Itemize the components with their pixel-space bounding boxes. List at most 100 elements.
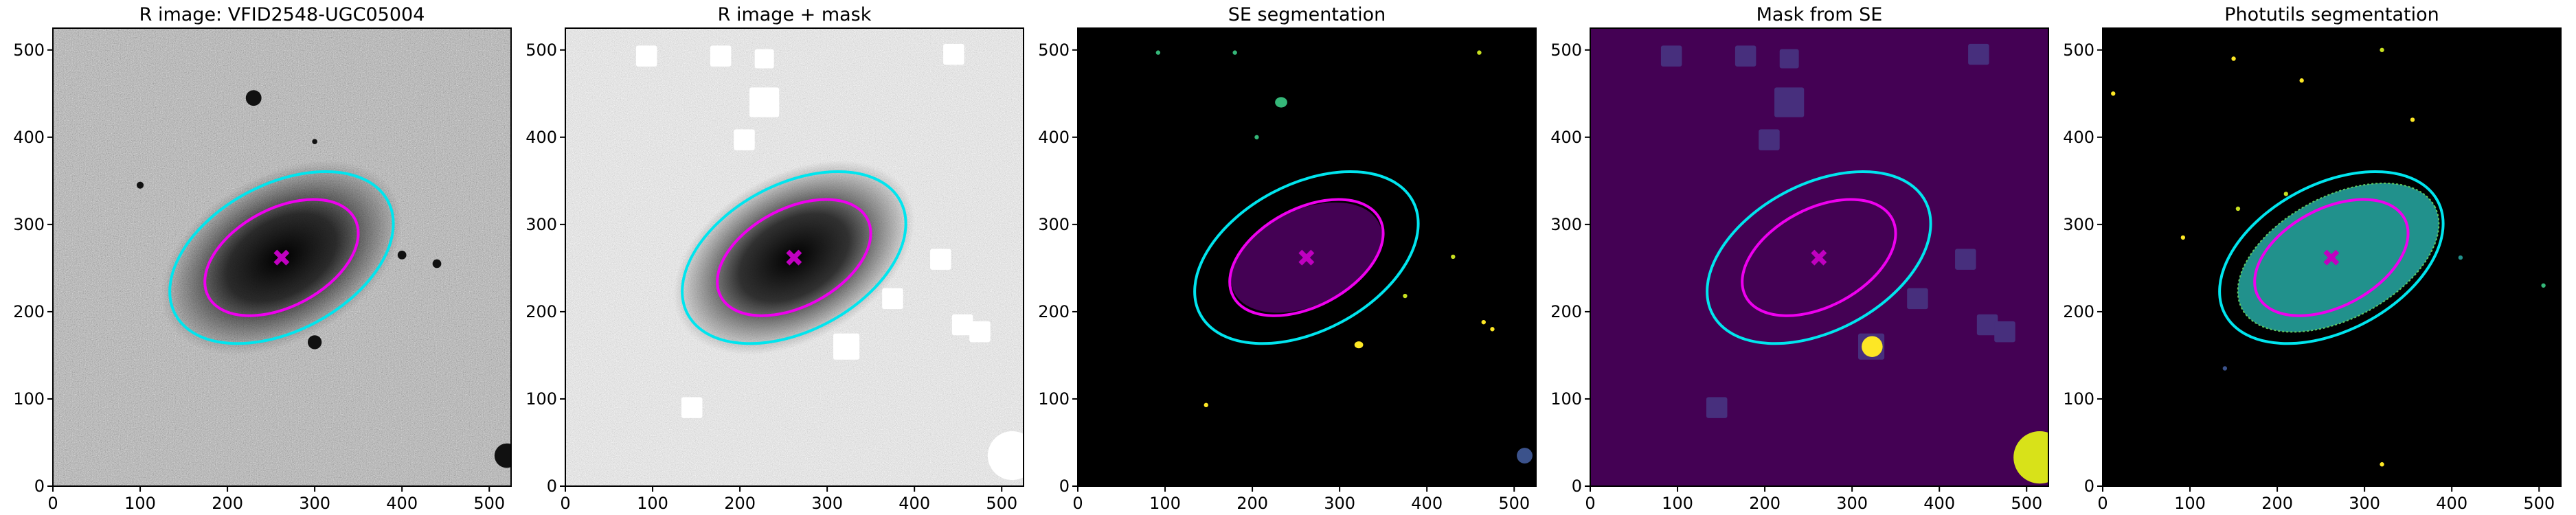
- x-tick-label: 200: [1236, 494, 1268, 513]
- x-tick-label: 500: [2523, 494, 2555, 513]
- mask-square: [1968, 43, 1989, 65]
- segment: [2299, 78, 2304, 83]
- outer-aperture: [2218, 170, 2445, 345]
- x-tick-label: 100: [124, 494, 156, 513]
- outer-aperture: [1706, 170, 1932, 345]
- y-tick-label: 0: [1059, 477, 1070, 496]
- segment: [2180, 235, 2186, 240]
- mask-square: [1955, 249, 1976, 270]
- segment: [1490, 327, 1495, 332]
- x-tick-label: 400: [1411, 494, 1443, 513]
- x-tick-label: 0: [560, 494, 570, 513]
- axes-frame: [1077, 27, 1537, 487]
- panel-title: R image: VFID2548-UGC05004: [139, 4, 425, 25]
- mask-square: [1907, 288, 1928, 310]
- mask-square: [710, 45, 732, 67]
- outer-aperture: [1193, 170, 1420, 345]
- center-marker: [1811, 249, 1827, 266]
- mask-square: [930, 249, 951, 270]
- segment: [2380, 462, 2384, 467]
- y-tick-label: 400: [2063, 128, 2094, 147]
- axes-frame: [565, 27, 1024, 487]
- mask-square: [833, 333, 860, 360]
- inner-aperture: [2253, 198, 2410, 317]
- y-tick-label: 500: [13, 41, 45, 60]
- mask-circle: [1862, 336, 1883, 357]
- center-marker: [273, 249, 290, 266]
- x-tick-label: 300: [1324, 494, 1355, 513]
- mask-square: [1660, 45, 1682, 67]
- mask-square: [681, 397, 703, 418]
- segment: [2222, 366, 2228, 371]
- segment: [1403, 293, 1408, 299]
- panel: [1590, 28, 2048, 486]
- inner-aperture: [203, 198, 360, 317]
- segment: [2541, 283, 2546, 288]
- panel-title: Mask from SE: [1756, 4, 1883, 25]
- segment: [1204, 402, 1208, 408]
- mask-square: [1735, 45, 1756, 67]
- star: [312, 139, 317, 144]
- y-tick-label: 100: [526, 389, 557, 409]
- inner-aperture: [716, 198, 872, 317]
- outer-aperture: [168, 170, 395, 345]
- x-tick-label: 500: [1498, 494, 1530, 513]
- x-tick-label: 300: [2349, 494, 2380, 513]
- axes-frame: [2102, 27, 2562, 487]
- x-tick-label: 100: [637, 494, 668, 513]
- y-tick-label: 100: [13, 389, 45, 409]
- x-tick-label: 200: [724, 494, 756, 513]
- panel-title: SE segmentation: [1228, 4, 1386, 25]
- segment: [1275, 97, 1287, 108]
- x-tick-label: 300: [299, 494, 330, 513]
- y-tick-label: 100: [1550, 389, 1582, 409]
- y-tick-label: 400: [1550, 128, 1582, 147]
- segment: [1254, 135, 1259, 139]
- segment: [2111, 91, 2116, 96]
- y-tick-label: 200: [2063, 302, 2094, 321]
- segment: [2380, 47, 2384, 52]
- star: [432, 259, 442, 268]
- segment: [1517, 448, 1533, 464]
- y-tick-label: 0: [547, 477, 557, 496]
- mask-square: [754, 49, 774, 69]
- x-tick-label: 0: [2097, 494, 2108, 513]
- y-tick-label: 300: [13, 215, 45, 234]
- y-tick-label: 500: [526, 41, 557, 60]
- star: [307, 335, 322, 350]
- segment: [1451, 254, 1456, 260]
- y-tick-label: 100: [1038, 389, 1070, 409]
- x-tick-label: 200: [212, 494, 243, 513]
- mask-square: [1706, 397, 1728, 418]
- y-tick-label: 400: [13, 128, 45, 147]
- mask-circle: [2013, 431, 2048, 484]
- panel-title: Photutils segmentation: [2224, 4, 2439, 25]
- x-tick-label: 100: [1662, 494, 1693, 513]
- x-tick-label: 0: [1585, 494, 1595, 513]
- mask-square: [1994, 321, 2015, 343]
- panel-title: R image + mask: [718, 4, 872, 25]
- segment: [1155, 50, 1161, 55]
- y-tick-label: 400: [526, 128, 557, 147]
- panel: [565, 28, 1024, 486]
- y-tick-label: 100: [2063, 389, 2094, 409]
- x-tick-label: 400: [1923, 494, 1955, 513]
- segment: [2237, 182, 2440, 333]
- x-tick-label: 200: [1749, 494, 1781, 513]
- y-tick-label: 300: [1550, 215, 1582, 234]
- outer-aperture: [681, 170, 907, 345]
- inner-aperture: [1228, 198, 1385, 317]
- star: [397, 250, 407, 260]
- x-tick-label: 400: [2436, 494, 2467, 513]
- segment: [2458, 255, 2463, 260]
- axes-frame: [1590, 27, 2049, 487]
- x-tick-label: 400: [899, 494, 930, 513]
- mask-square: [1976, 314, 1998, 336]
- x-tick-label: 500: [2011, 494, 2042, 513]
- x-tick-label: 300: [1836, 494, 1868, 513]
- mask-square: [734, 129, 755, 150]
- mask-square: [1774, 87, 1805, 117]
- segment: [2235, 206, 2241, 211]
